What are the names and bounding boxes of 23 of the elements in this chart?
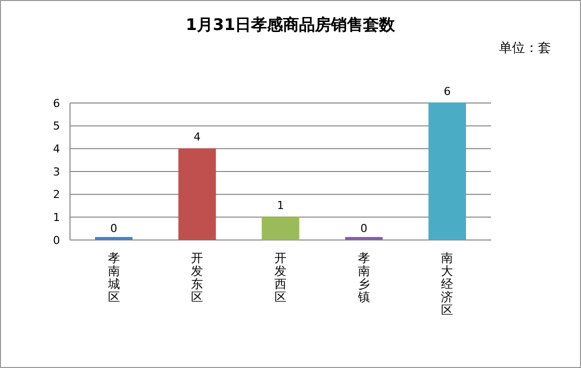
y-tick-label: 6: [53, 96, 60, 110]
data-label: 0: [360, 222, 368, 235]
text: 单位：套: [499, 41, 551, 56]
chart-title: 1月31日孝感商品房销售套数: [186, 15, 396, 34]
x-tick-label: 开发东区: [191, 251, 204, 304]
bar: [178, 148, 216, 240]
data-label: 1: [277, 199, 284, 212]
data-label: 6: [444, 85, 451, 98]
data-label: 4: [194, 130, 201, 144]
x-tick-label: 开发西区: [274, 251, 286, 304]
y-tick-label: 0: [53, 234, 60, 247]
bar: [428, 103, 466, 240]
x-tick-label: 孝南城区: [106, 251, 120, 304]
y-tick-label: 2: [53, 188, 60, 202]
bar: [95, 237, 133, 240]
x-tick-label: 孝南乡镇: [356, 251, 370, 304]
bar: [345, 237, 383, 240]
y-tick-label: 1: [53, 211, 60, 224]
x-tick-label: 南大经济区: [441, 251, 454, 317]
data-label: 0: [110, 222, 118, 235]
y-tick-label: 3: [53, 165, 60, 178]
y-tick-label: 4: [53, 142, 60, 156]
y-tick-label: 5: [53, 120, 60, 133]
